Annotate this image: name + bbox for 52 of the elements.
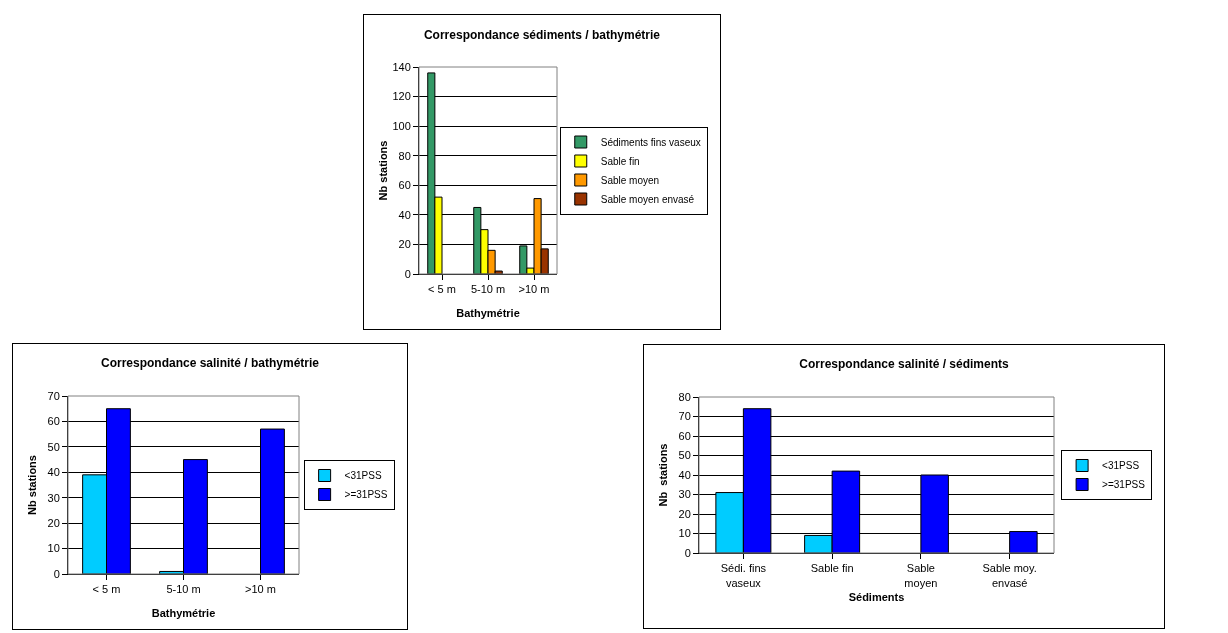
x-tick-label: >10 m — [518, 283, 550, 296]
y-tick-label: 0 — [684, 546, 691, 559]
y-tick-label: 80 — [678, 390, 691, 403]
y-tick-label: 140 — [392, 60, 411, 73]
y-tick-label: 10 — [678, 527, 691, 540]
y-axis-title: Nb stations — [377, 140, 389, 201]
x-tick-label: < 5 m — [428, 283, 456, 296]
x-tick-label: Sable moy. envasé — [982, 562, 1037, 589]
y-tick-label: 60 — [398, 179, 411, 192]
legend-label: >=31PSS — [344, 489, 388, 501]
x-tick-label: 5-10 m — [470, 283, 506, 296]
y-tick-label: 0 — [404, 267, 411, 280]
chart-title: Correspondance sédiments / bathymétrie — [423, 28, 661, 43]
x-tick-label: 5-10 m — [166, 583, 201, 596]
y-tick-label: 10 — [47, 542, 60, 555]
y-tick-label: 60 — [678, 429, 691, 442]
x-tick-label: Sable moyen — [904, 562, 938, 589]
x-axis-title: Sédiments — [848, 590, 905, 603]
y-tick-label: 30 — [678, 488, 691, 501]
y-tick-label: 50 — [47, 440, 60, 453]
y-tick-label: 120 — [392, 90, 411, 103]
y-axis-title: Nb stations — [657, 443, 669, 507]
chart-title: Correspondance salinité / sédiments — [799, 356, 1010, 371]
x-axis-title: Bathymétrie — [456, 307, 520, 319]
y-tick-label: 50 — [678, 449, 691, 462]
y-tick-label: 40 — [678, 468, 691, 481]
y-tick-label: 100 — [392, 119, 411, 132]
y-tick-label: 60 — [47, 415, 60, 428]
legend-label: <31PSS — [344, 470, 382, 482]
legend-label: Sable moyen envasé — [600, 193, 695, 205]
y-tick-label: 20 — [398, 238, 411, 251]
y-tick-label: 0 — [53, 567, 60, 580]
y-tick-label: 30 — [47, 491, 60, 504]
y-tick-label: 20 — [678, 507, 691, 520]
legend-label: <31PSS — [1102, 460, 1140, 472]
x-tick-label: < 5 m — [92, 583, 121, 596]
x-tick-label: >10 m — [245, 583, 276, 596]
legend-label: >=31PSS — [1102, 479, 1146, 491]
y-tick-label: 20 — [47, 516, 60, 529]
y-tick-label: 70 — [678, 410, 691, 423]
y-tick-label: 80 — [398, 149, 411, 162]
y-tick-label: 40 — [47, 466, 60, 479]
x-tick-label: Sédi. fins vaseux — [720, 562, 767, 589]
chart-title: Correspondance salinité / bathymétrie — [100, 355, 320, 370]
y-tick-label: 40 — [398, 208, 411, 221]
legend-label: Sable fin — [600, 155, 640, 167]
x-axis-title: Bathymétrie — [151, 607, 216, 619]
legend-label: Sédiments fins vaseux — [600, 136, 701, 148]
y-axis-title: Nb stations — [26, 455, 38, 515]
y-tick-label: 70 — [47, 389, 60, 402]
legend-label: Sable moyen — [600, 174, 660, 186]
x-tick-label: Sable fin — [810, 562, 854, 575]
